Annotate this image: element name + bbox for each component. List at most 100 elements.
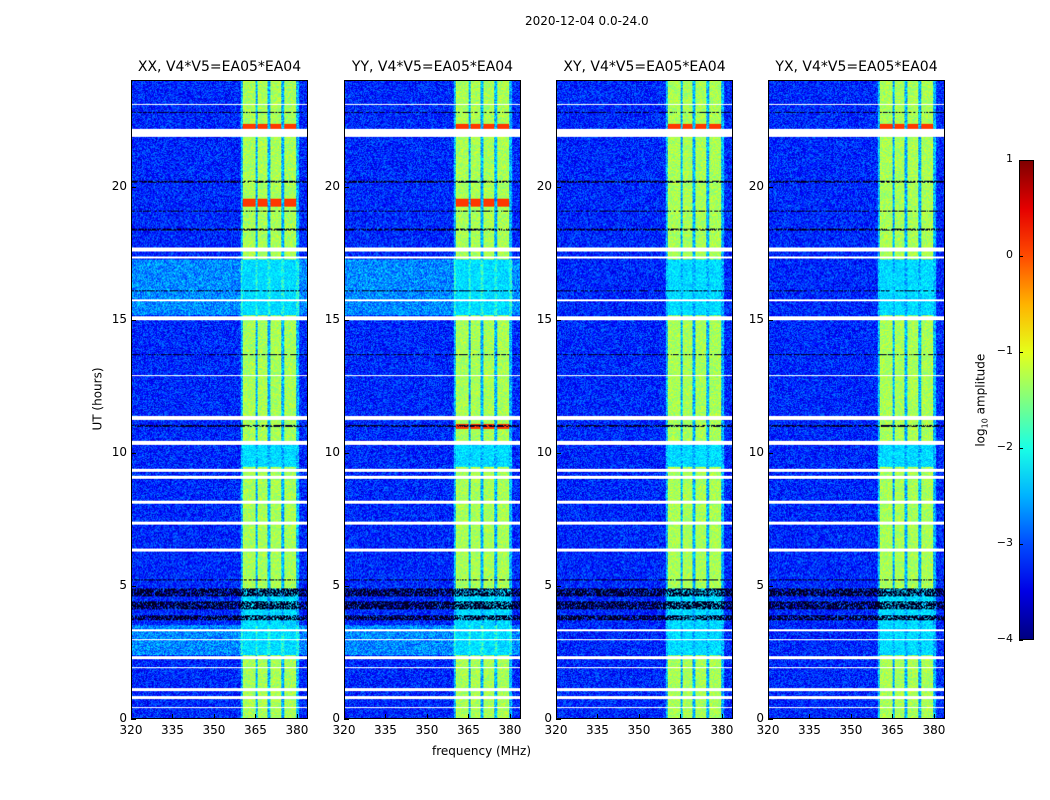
panel-title: XX, V4*V5=EA05*EA04 (137, 59, 302, 75)
x-tick (468, 714, 470, 719)
x-axis-label: frequency (MHz) (432, 744, 532, 758)
y-tick (556, 319, 561, 321)
y-tick-label: 5 (119, 577, 127, 592)
x-tick-label: 365 (244, 723, 267, 737)
y-tick (556, 452, 561, 454)
y-tick (556, 719, 561, 720)
colorbar-tick-label: 1 (1006, 152, 1013, 165)
y-tick (344, 585, 349, 587)
heatmap-cells (769, 81, 944, 718)
y-tick-label: 10 (748, 444, 764, 459)
y-tick (768, 585, 773, 587)
colorbar-label-log: log (973, 428, 988, 447)
y-tick (131, 186, 136, 188)
y-tick (131, 719, 136, 720)
x-tick (892, 714, 894, 719)
y-tick (768, 319, 773, 321)
y-tick (768, 719, 773, 720)
y-tick-label: 5 (544, 577, 552, 592)
colorbar-tick (1019, 160, 1023, 161)
heatmap-panel (344, 80, 521, 719)
y-tick-label: 10 (111, 444, 127, 459)
y-tick (768, 452, 773, 454)
x-tick-label: 380 (285, 723, 309, 737)
heatmap-panel (768, 80, 945, 719)
x-tick-label: 365 (669, 723, 692, 737)
figure-title: 2020-12-04 0.0-24.0 (525, 14, 649, 28)
heatmap-panel (131, 80, 308, 719)
x-tick-label: 350 (839, 723, 863, 737)
y-tick-label: 15 (324, 311, 340, 326)
x-tick (172, 714, 174, 719)
x-tick (296, 714, 298, 719)
y-tick-label: 0 (332, 711, 340, 725)
x-tick-label: 335 (374, 723, 397, 737)
y-tick (556, 186, 561, 188)
y-tick-label: 20 (111, 178, 127, 193)
colorbar-tick (1019, 448, 1023, 449)
y-tick-label: 0 (756, 711, 764, 725)
x-tick (509, 714, 511, 719)
y-tick-label: 10 (324, 444, 340, 459)
colorbar-label-sub: 10 (980, 418, 990, 429)
heatmap-panel (556, 80, 733, 719)
y-tick-label: 5 (756, 577, 764, 592)
x-tick (721, 714, 723, 719)
y-tick (344, 319, 349, 321)
x-tick (213, 714, 215, 719)
y-tick (344, 719, 349, 720)
x-tick-label: 320 (756, 723, 780, 737)
y-tick (556, 585, 561, 587)
colorbar-tick (1019, 640, 1023, 641)
panel-title: YX, V4*V5=EA05*EA04 (775, 59, 938, 75)
x-tick (385, 714, 387, 719)
y-tick (131, 585, 136, 587)
x-tick-label: 380 (710, 723, 734, 737)
y-tick (344, 452, 349, 454)
heatmap-cells (557, 81, 732, 718)
x-tick-label: 350 (415, 723, 439, 737)
y-tick-label: 15 (111, 311, 127, 326)
x-tick-label: 365 (457, 723, 480, 737)
heatmap-cells (132, 81, 307, 718)
x-tick-label: 350 (627, 723, 651, 737)
panel-title: XY, V4*V5=EA05*EA04 (563, 59, 726, 75)
x-tick-label: 380 (498, 723, 522, 737)
colorbar-tick (1019, 256, 1023, 257)
y-tick-label: 0 (119, 711, 127, 725)
x-tick (933, 714, 935, 719)
x-tick (556, 714, 557, 719)
x-tick-label: 380 (922, 723, 946, 737)
x-tick-label: 335 (161, 723, 184, 737)
y-tick-label: 15 (536, 311, 552, 326)
x-tick (809, 714, 811, 719)
colorbar-tick-label: −3 (996, 536, 1013, 549)
y-tick-label: 20 (536, 178, 552, 193)
y-tick (131, 452, 136, 454)
x-tick (344, 714, 345, 719)
x-tick (680, 714, 682, 719)
x-tick-label: 320 (119, 723, 143, 737)
x-tick (426, 714, 428, 719)
colorbar-tick-label: −2 (996, 440, 1013, 453)
y-axis-label: UT (hours) (90, 367, 105, 431)
x-tick (255, 714, 257, 719)
y-tick-label: 0 (544, 711, 552, 725)
colorbar-tick-label: 0 (1006, 248, 1013, 261)
colorbar-tick (1019, 352, 1023, 353)
y-tick (768, 186, 773, 188)
colorbar-label: log10 amplitude (973, 354, 989, 447)
y-tick (344, 186, 349, 188)
x-tick-label: 365 (881, 723, 904, 737)
y-tick-label: 20 (324, 178, 340, 193)
y-tick-label: 5 (332, 577, 340, 592)
x-tick (850, 714, 852, 719)
y-tick-label: 20 (748, 178, 764, 193)
colorbar-tick (1019, 544, 1023, 545)
y-tick-label: 15 (748, 311, 764, 326)
x-tick-label: 320 (332, 723, 356, 737)
colorbar (1019, 160, 1034, 640)
x-tick-label: 320 (544, 723, 568, 737)
colorbar-tick-label: −4 (996, 632, 1013, 645)
